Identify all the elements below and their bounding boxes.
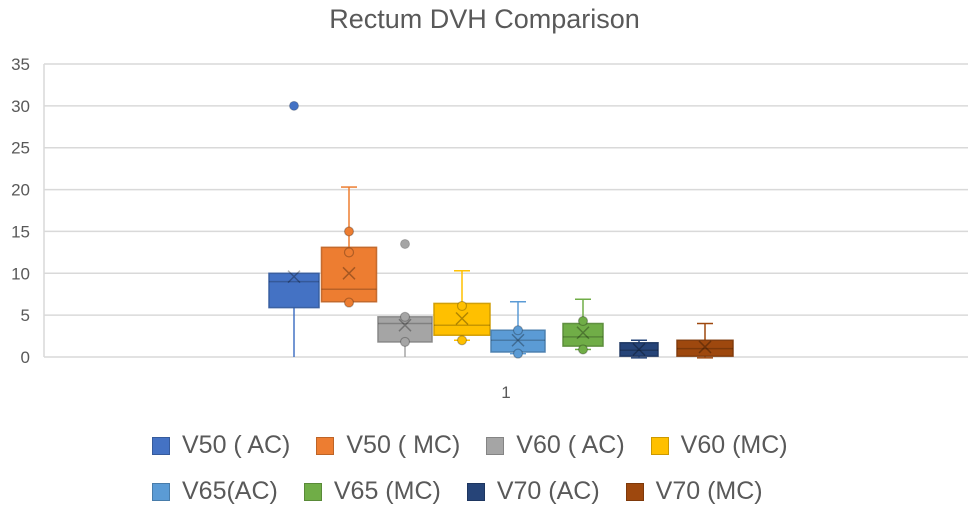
outlier-point: [400, 238, 410, 249]
box: [676, 339, 734, 357]
legend-row: V65(AC) V65 (MC) V70 (AC) V70 (MC): [152, 477, 789, 506]
outlier-point: [289, 100, 299, 111]
legend-item: V60 ( AC): [486, 431, 625, 460]
legend-item: V65 (MC): [303, 477, 441, 506]
legend-label: V50 ( MC): [346, 431, 461, 459]
y-tick-label: 10: [11, 264, 30, 283]
legend-label: V65(AC): [182, 477, 278, 505]
data-point: [343, 226, 355, 237]
box: [619, 342, 659, 357]
legend-item: V60 (MC): [650, 431, 788, 460]
mean-marker: [287, 270, 301, 284]
legend-swatch: [650, 436, 669, 455]
mean-marker: [576, 326, 590, 340]
legend-label: V60 ( AC): [516, 431, 625, 459]
y-tick-label: 20: [11, 181, 30, 200]
legend-swatch: [486, 436, 505, 455]
legend-item: V65(AC): [152, 477, 278, 506]
mean-marker: [455, 311, 469, 326]
x-category-label: 1: [501, 383, 510, 402]
legend-label: V65 (MC): [333, 477, 441, 505]
legend-swatch: [152, 436, 170, 455]
data-point: [399, 336, 411, 348]
mean-marker: [398, 318, 412, 332]
data-point: [512, 325, 524, 336]
data-point: [512, 348, 524, 359]
data-point: [456, 300, 468, 312]
legend-swatch: [303, 482, 322, 501]
box: [562, 322, 604, 347]
legend-swatch: [152, 482, 170, 501]
legend-label: V50 ( AC): [182, 431, 291, 459]
box-outline: [268, 272, 320, 309]
y-tick-label: 0: [21, 348, 30, 367]
data-point: [399, 311, 411, 322]
legend-label: V70 (MC): [655, 477, 763, 505]
legend-swatch: [316, 436, 335, 455]
mean-marker: [342, 266, 356, 280]
legend-item: V70 (MC): [625, 477, 763, 506]
y-tick-label: 35: [11, 55, 30, 74]
data-point: [343, 247, 355, 258]
data-point: [456, 335, 468, 346]
chart-title: Rectum DVH Comparison: [329, 4, 640, 34]
y-tick-label: 25: [11, 139, 30, 158]
box: [268, 272, 320, 309]
data-point: [577, 344, 589, 355]
y-tick-label: 30: [11, 97, 30, 116]
legend-label: V60 (MC): [680, 431, 788, 459]
data-point: [343, 297, 355, 308]
mean-marker: [632, 342, 646, 356]
box-outline: [619, 342, 659, 357]
legend-label: V70 (AC): [496, 477, 600, 505]
y-tick-label: 15: [11, 222, 30, 241]
legend-row: V50 ( AC) V50 ( MC) V60 ( AC) V60 (MC): [152, 431, 814, 460]
box-plot: 0 5 10 15 20 25 30 35 1: [11, 55, 968, 402]
legend-item: V50 ( AC): [152, 431, 290, 460]
legend-item: V70 (AC): [466, 477, 600, 506]
mean-marker: [511, 333, 525, 347]
legend-swatch: [466, 482, 485, 501]
legend-swatch: [625, 482, 644, 501]
data-point: [577, 315, 589, 327]
legend-item: V50 ( MC): [316, 431, 460, 460]
mean-marker: [698, 340, 712, 354]
y-tick-label: 5: [21, 306, 30, 325]
box-outline: [676, 339, 734, 357]
